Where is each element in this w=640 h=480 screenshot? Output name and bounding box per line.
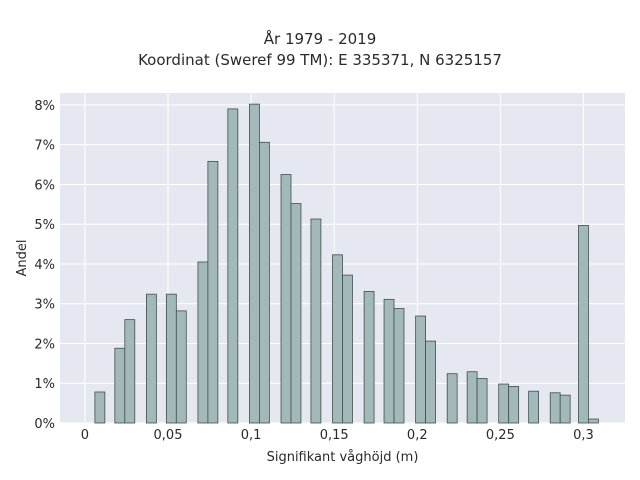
histogram-bar[interactable] [559,394,571,424]
histogram-bar[interactable] [165,293,177,424]
histogram-bar[interactable] [175,310,187,424]
bars [94,103,599,424]
x-tick-label: 0,05 [154,428,183,443]
histogram-bar[interactable] [588,418,599,424]
histogram-bar[interactable] [124,319,136,424]
chart-title: År 1979 - 2019 [263,30,377,48]
y-tick-label: 4% [34,258,55,273]
y-tick-label: 7% [34,139,55,154]
histogram-bar[interactable] [528,390,539,424]
histogram-bar[interactable] [249,103,260,424]
histogram-bar[interactable] [578,224,589,424]
histogram-bar[interactable] [146,293,157,424]
histogram-bar[interactable] [342,274,353,424]
histogram-bar[interactable] [466,371,478,424]
x-tick-label: 0,2 [407,428,428,443]
x-tick-labels: 0 0,05 0,1 0,15 0,2 0,25 0,3 [81,428,594,443]
histogram-bar[interactable] [290,203,302,424]
y-tick-label: 1% [34,377,55,392]
histogram-bar[interactable] [207,160,219,424]
x-tick-label: 0,25 [486,428,515,443]
histogram-bar[interactable] [425,340,436,424]
histogram-bar[interactable] [476,378,488,424]
y-tick-label: 6% [34,178,55,193]
histogram-bar[interactable] [332,254,343,424]
histogram-bar[interactable] [259,141,270,424]
histogram-bar[interactable] [280,174,292,424]
chart-subtitle: Koordinat (Sweref 99 TM): E 335371, N 63… [138,51,502,69]
histogram-bar[interactable] [549,392,561,424]
histogram-bar[interactable] [393,308,405,424]
histogram-bar[interactable] [446,373,458,424]
histogram-bar[interactable] [114,347,126,424]
x-axis-label: Signifikant våghöjd (m) [267,450,419,465]
y-tick-labels: 0% 1% 2% 3% 4% 5% 6% 7% 8% [34,99,55,432]
histogram-bar[interactable] [498,383,510,424]
histogram-bar[interactable] [197,261,209,424]
x-tick-label: 0,15 [320,428,349,443]
histogram-bar[interactable] [94,391,106,424]
x-tick-label: 0,3 [573,428,594,443]
y-tick-label: 0% [34,417,55,432]
histogram-bar[interactable] [415,315,426,424]
y-tick-label: 5% [34,218,55,233]
histogram-bar[interactable] [310,218,322,424]
y-tick-label: 8% [34,99,55,114]
histogram-bar[interactable] [227,108,239,424]
histogram-bar[interactable] [508,386,520,424]
x-tick-label: 0,1 [241,428,262,443]
histogram-bar[interactable] [363,290,375,424]
y-tick-label: 3% [34,298,55,313]
x-tick-label: 0 [81,428,89,443]
y-tick-label: 2% [34,337,55,352]
histogram-bar[interactable] [383,298,395,424]
y-axis-label: Andel [15,240,30,277]
